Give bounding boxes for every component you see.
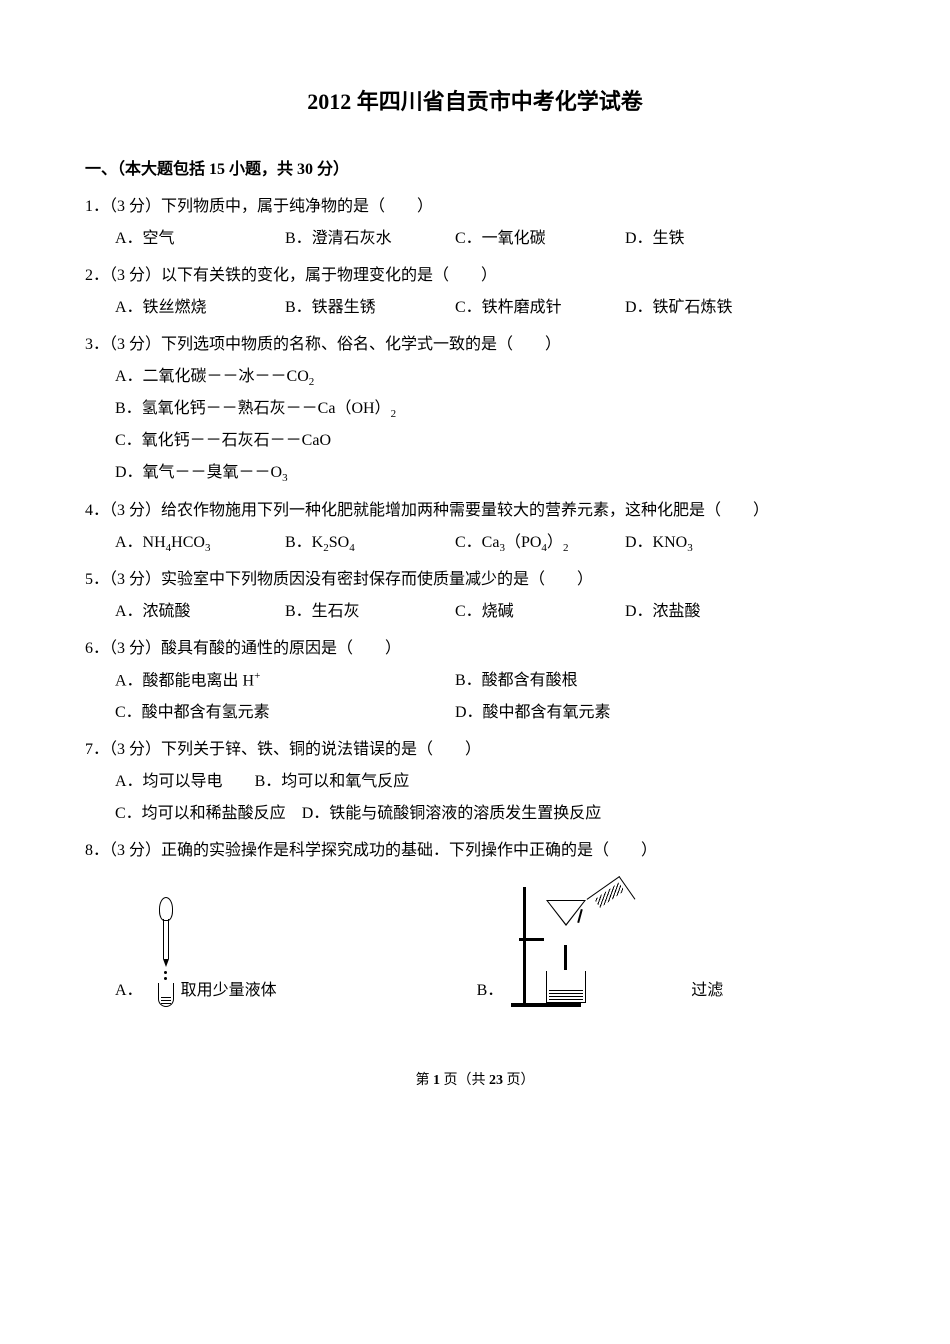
subscript: 2	[309, 376, 315, 388]
footer-text: 第	[416, 1073, 434, 1088]
images-row: A． 取用少量液体 B． 过滤	[85, 877, 865, 1007]
option-a-image: A． 取用少量液体	[115, 897, 277, 1007]
subscript: 3	[282, 473, 288, 485]
question-6: 6．（3 分）酸具有酸的通性的原因是（ ） A．酸都能电离出 H+ B．酸都含有…	[85, 633, 865, 729]
option-b: B．酸都含有酸根	[455, 665, 625, 697]
options-row: A．酸都能电离出 H+ B．酸都含有酸根	[85, 665, 865, 697]
option-text: D．氧气－－臭氧－－O	[115, 464, 282, 481]
question-text: 7．（3 分）下列关于锌、铁、铜的说法错误的是（ ）	[85, 734, 865, 766]
question-7: 7．（3 分）下列关于锌、铁、铜的说法错误的是（ ） A．均可以导电 B．均可以…	[85, 734, 865, 830]
option-d: D．KNO3	[625, 527, 795, 559]
option-a: A．浓硫酸	[115, 596, 285, 628]
option-b: B．K2SO4	[285, 527, 455, 559]
option-a: A．铁丝燃烧	[115, 292, 285, 324]
option-b: B．生石灰	[285, 596, 455, 628]
option-text: A．NH	[115, 534, 166, 551]
option-a: A．空气	[115, 223, 285, 255]
options-row: C．均可以和稀盐酸反应 D．铁能与硫酸铜溶液的溶质发生置换反应	[85, 798, 865, 830]
option-d: D．氧气－－臭氧－－O3	[85, 457, 865, 489]
option-d: D．浓盐酸	[625, 596, 795, 628]
option-b: B．均可以和氧气反应	[255, 773, 410, 790]
option-b: B．澄清石灰水	[285, 223, 455, 255]
question-5: 5．（3 分）实验室中下列物质因没有密封保存而使质量减少的是（ ） A．浓硫酸 …	[85, 564, 865, 628]
option-a: A．均可以导电	[115, 773, 223, 790]
option-text: A．酸都能电离出 H	[115, 672, 254, 689]
image-caption: 过滤	[691, 975, 723, 1007]
option-text: C．Ca	[455, 534, 499, 551]
option-text: B．K	[285, 534, 323, 551]
superscript: +	[254, 670, 260, 682]
filter-icon	[511, 877, 661, 1007]
footer-text: 页（共	[440, 1073, 489, 1088]
subscript: 4	[349, 542, 355, 554]
option-d: D．铁矿石炼铁	[625, 292, 795, 324]
question-text: 5．（3 分）实验室中下列物质因没有密封保存而使质量减少的是（ ）	[85, 564, 865, 596]
option-b: B．氢氧化钙－－熟石灰－－Ca（OH）2	[85, 393, 865, 425]
section-header: 一、（本大题包括 15 小题，共 30 分）	[85, 154, 865, 186]
question-8: 8．（3 分）正确的实验操作是科学探究成功的基础．下列操作中正确的是（ ） A．…	[85, 835, 865, 1007]
footer-text: 页）	[503, 1073, 535, 1088]
option-d: D．酸中都含有氧元素	[455, 697, 625, 729]
option-a: A．NH4HCO3	[115, 527, 285, 559]
exam-title: 2012 年四川省自贡市中考化学试卷	[85, 80, 865, 124]
option-text: A．二氧化碳－－冰－－CO	[115, 368, 309, 385]
question-3: 3．（3 分）下列选项中物质的名称、俗名、化学式一致的是（ ） A．二氧化碳－－…	[85, 329, 865, 490]
option-label: B．	[477, 975, 504, 1007]
option-c: C．一氧化碳	[455, 223, 625, 255]
option-text: ）	[547, 534, 563, 551]
question-text: 2．（3 分）以下有关铁的变化，属于物理变化的是（ ）	[85, 260, 865, 292]
question-text: 1．（3 分）下列物质中，属于纯净物的是（ ）	[85, 191, 865, 223]
option-a: A．酸都能电离出 H+	[115, 665, 455, 697]
subscript: 3	[205, 542, 211, 554]
options-row: A．浓硫酸 B．生石灰 C．烧碱 D．浓盐酸	[85, 596, 865, 628]
question-text: 8．（3 分）正确的实验操作是科学探究成功的基础．下列操作中正确的是（ ）	[85, 835, 865, 867]
option-text: HCO	[171, 534, 205, 551]
option-a: A．二氧化碳－－冰－－CO2	[85, 361, 865, 393]
options-row: A．空气 B．澄清石灰水 C．一氧化碳 D．生铁	[85, 223, 865, 255]
option-text: SO	[329, 534, 349, 551]
dropper-icon	[151, 897, 181, 1007]
option-text: B．氢氧化钙－－熟石灰－－Ca（OH）	[115, 400, 391, 417]
option-b: B．铁器生锈	[285, 292, 455, 324]
option-c: C．均可以和稀盐酸反应	[115, 805, 286, 822]
option-d: D．生铁	[625, 223, 795, 255]
question-2: 2．（3 分）以下有关铁的变化，属于物理变化的是（ ） A．铁丝燃烧 B．铁器生…	[85, 260, 865, 324]
question-4: 4．（3 分）给农作物施用下列一种化肥就能增加两种需要量较大的营养元素，这种化肥…	[85, 495, 865, 559]
question-text: 4．（3 分）给农作物施用下列一种化肥就能增加两种需要量较大的营养元素，这种化肥…	[85, 495, 865, 527]
option-label: A．	[115, 975, 143, 1007]
subscript: 3	[687, 542, 693, 554]
options-row: C．酸中都含有氢元素 D．酸中都含有氧元素	[85, 697, 865, 729]
total-pages: 23	[489, 1073, 503, 1088]
options-row: A．NH4HCO3 B．K2SO4 C．Ca3（PO4）2 D．KNO3	[85, 527, 865, 559]
option-text: D．KNO	[625, 534, 687, 551]
options-row: A．铁丝燃烧 B．铁器生锈 C．铁杵磨成针 D．铁矿石炼铁	[85, 292, 865, 324]
option-c: C．Ca3（PO4）2	[455, 527, 625, 559]
option-text: （PO	[505, 534, 541, 551]
option-c: C．氧化钙－－石灰石－－CaO	[85, 425, 865, 457]
subscript: 2	[391, 408, 397, 420]
option-c: C．烧碱	[455, 596, 625, 628]
subscript: 2	[563, 542, 569, 554]
option-c: C．铁杵磨成针	[455, 292, 625, 324]
image-caption: 取用少量液体	[181, 975, 277, 1007]
option-d: D．铁能与硫酸铜溶液的溶质发生置换反应	[302, 805, 602, 822]
option-b-image: B． 过滤	[477, 877, 724, 1007]
question-text: 6．（3 分）酸具有酸的通性的原因是（ ）	[85, 633, 865, 665]
question-text: 3．（3 分）下列选项中物质的名称、俗名、化学式一致的是（ ）	[85, 329, 865, 361]
options-row: A．均可以导电 B．均可以和氧气反应	[85, 766, 865, 798]
option-c: C．酸中都含有氢元素	[115, 697, 455, 729]
question-1: 1．（3 分）下列物质中，属于纯净物的是（ ） A．空气 B．澄清石灰水 C．一…	[85, 191, 865, 255]
page-number: 1	[433, 1073, 440, 1088]
page-footer: 第 1 页（共 23 页）	[85, 1067, 865, 1095]
